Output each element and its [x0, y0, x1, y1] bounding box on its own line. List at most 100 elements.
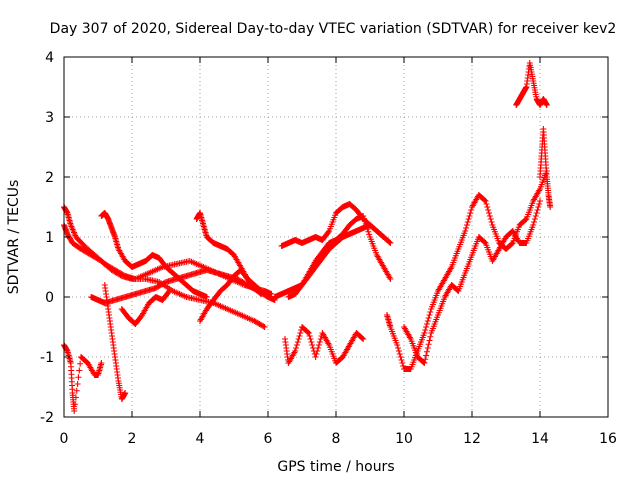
data-point — [325, 229, 332, 236]
data-point — [314, 348, 321, 354]
data-point — [422, 327, 429, 333]
series-arc-q — [537, 126, 554, 210]
data-point — [364, 226, 371, 233]
data-point — [165, 289, 172, 296]
data-point — [72, 401, 79, 408]
data-point — [396, 351, 403, 357]
data-point — [421, 330, 428, 336]
data-point — [258, 291, 265, 297]
data-point — [316, 339, 323, 345]
data-point — [467, 210, 474, 216]
series-arc-i — [197, 267, 265, 324]
data-point — [465, 216, 472, 222]
x-tick-label: 12 — [463, 431, 481, 447]
data-point — [122, 390, 129, 396]
data-point — [360, 213, 367, 219]
data-point — [487, 216, 494, 222]
data-point — [426, 312, 433, 318]
data-point — [488, 219, 495, 225]
data-point — [361, 215, 368, 222]
data-point — [424, 345, 431, 351]
data-point — [483, 201, 490, 207]
data-point — [425, 341, 432, 348]
series-arc-e — [101, 282, 129, 402]
axis-ticks — [63, 56, 609, 418]
x-tick-label: 16 — [599, 431, 617, 447]
series-arc-h — [193, 210, 278, 303]
data-point — [304, 329, 311, 336]
data-point — [485, 207, 492, 213]
data-point — [482, 198, 489, 204]
y-tick-label: 0 — [45, 290, 54, 306]
chart-title: Day 307 of 2020, Sidereal Day-to-day VTE… — [50, 21, 617, 37]
data-point — [72, 394, 79, 401]
data-point — [531, 216, 538, 222]
data-point — [386, 239, 393, 246]
y-tick-label: -1 — [40, 350, 54, 366]
series-arc-j — [271, 222, 394, 300]
data-point — [536, 201, 543, 207]
data-point — [397, 354, 404, 360]
data-point — [387, 276, 394, 282]
data-point — [307, 336, 314, 342]
x-axis-label: GPS time / hours — [277, 459, 394, 475]
data-point — [296, 333, 303, 339]
series-arc-f — [61, 342, 105, 414]
data-point — [468, 207, 475, 213]
data-point — [398, 357, 405, 363]
x-tick-label: 4 — [196, 431, 205, 447]
x-tick-label: 10 — [395, 431, 413, 447]
y-tick-label: 4 — [45, 50, 54, 66]
data-point — [309, 342, 316, 348]
series-arc-m — [282, 324, 367, 366]
data-point — [395, 345, 402, 351]
data-point — [463, 225, 470, 231]
data-point — [362, 220, 369, 227]
y-tick-labels: -2 -1 0 1 2 3 4 — [40, 50, 54, 426]
y-tick-label: 3 — [45, 110, 54, 126]
y-tick-label: 1 — [45, 230, 54, 246]
data-point — [317, 336, 324, 342]
data-point — [295, 336, 302, 342]
data-point — [530, 222, 537, 228]
data-point — [481, 197, 488, 204]
data-point — [257, 290, 264, 297]
data-point — [76, 367, 83, 374]
y-axis-label: SDTVAR / TECUs — [6, 180, 22, 295]
data-point — [308, 339, 315, 345]
series-arc-p — [513, 60, 550, 108]
data-point — [359, 335, 366, 342]
data-point — [379, 233, 386, 240]
data-point — [466, 213, 473, 219]
data-point — [532, 213, 539, 219]
data-point — [203, 294, 210, 300]
data-point — [462, 228, 469, 234]
x-tick-label: 2 — [128, 431, 137, 447]
data-point — [534, 207, 541, 213]
y-tick-label: 2 — [45, 170, 54, 186]
data-point — [260, 323, 267, 330]
data-point — [425, 315, 432, 321]
series-arc-g — [118, 288, 173, 327]
data-point — [313, 351, 320, 357]
data-point — [294, 339, 301, 345]
data-point — [423, 348, 430, 355]
data-point — [535, 204, 542, 210]
data-point — [74, 381, 81, 387]
data-point — [365, 228, 372, 235]
data-point — [75, 374, 82, 381]
data-point — [421, 360, 428, 366]
data-point — [395, 348, 402, 354]
data-point — [423, 352, 430, 359]
x-tick-labels: 0 2 4 6 8 10 12 14 16 — [60, 431, 617, 447]
data-point — [423, 321, 430, 327]
data-point — [423, 324, 430, 330]
data-point — [77, 360, 84, 367]
data-point — [166, 288, 173, 294]
data-point — [261, 324, 268, 330]
data-point — [305, 330, 312, 336]
data-point — [537, 198, 543, 204]
y-tick-label: -2 — [40, 410, 54, 426]
data-point — [306, 333, 313, 339]
